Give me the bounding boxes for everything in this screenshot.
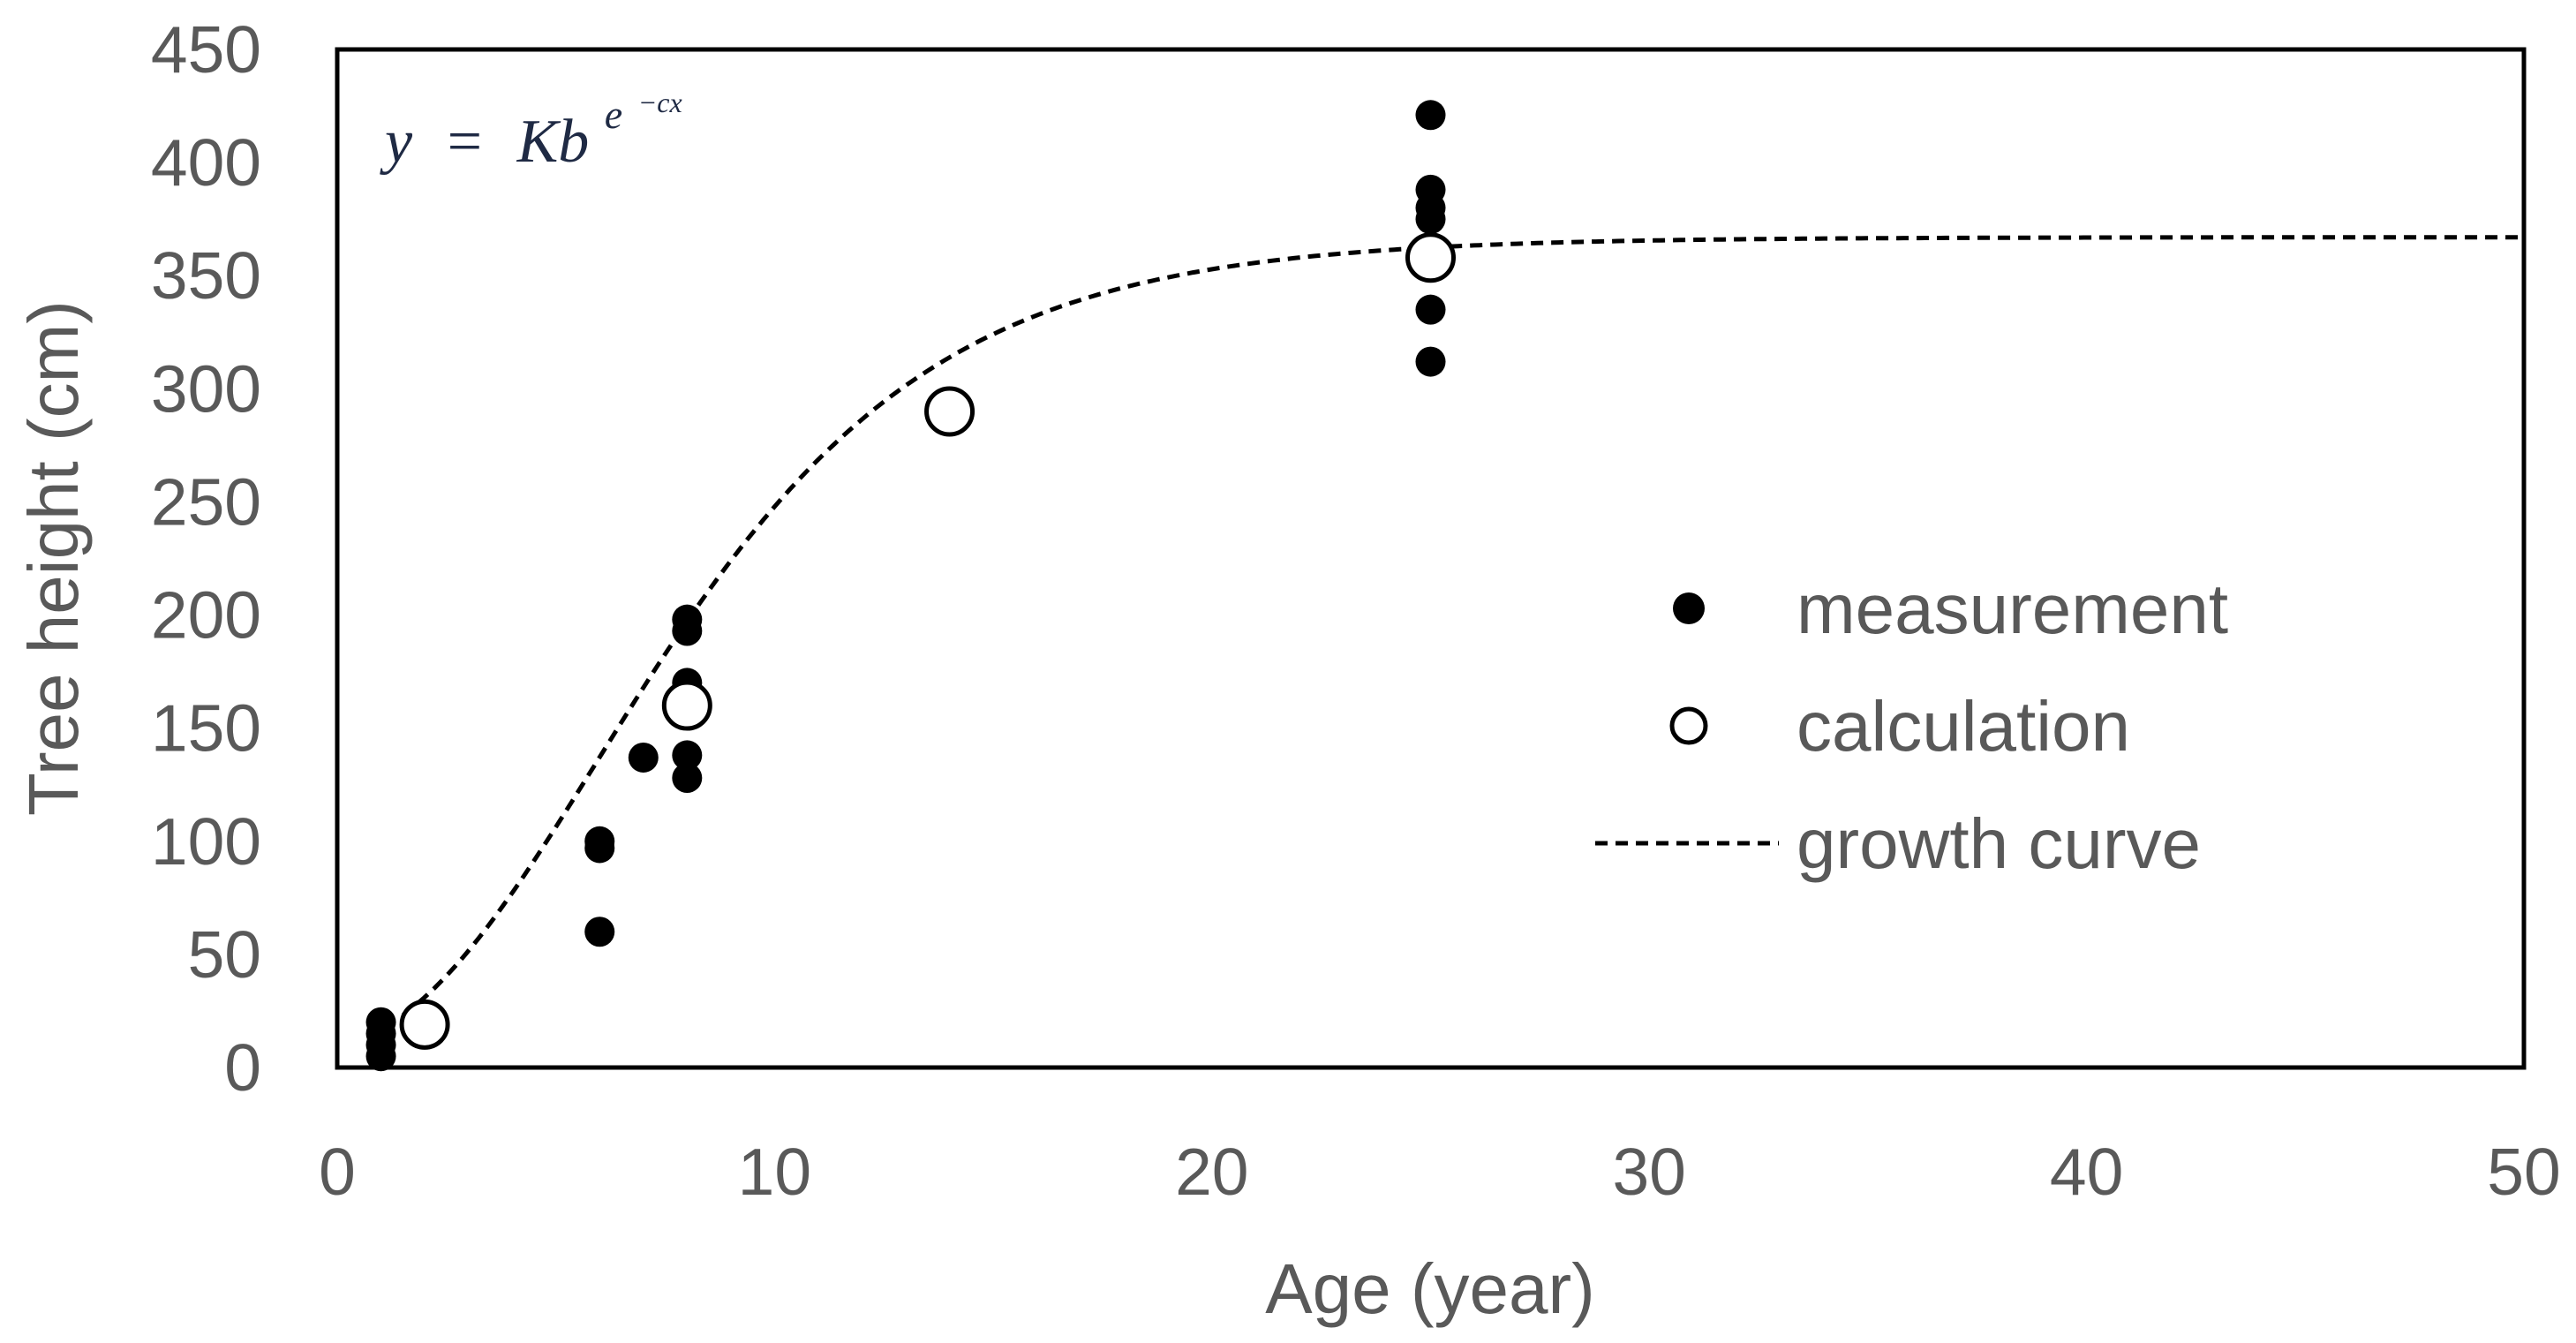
legend-measurement-label: measurement [1796, 570, 2228, 648]
measurement-point [365, 1007, 396, 1037]
y-tick-label: 0 [224, 1030, 261, 1105]
measurement-point [628, 742, 659, 773]
x-tick-label: 40 [2050, 1135, 2123, 1209]
x-axis-title: Age (year) [1265, 1249, 1594, 1328]
y-tick-label: 50 [188, 917, 261, 992]
equation-exponent: e [605, 92, 622, 137]
y-tick-label: 450 [151, 12, 261, 87]
x-tick-label: 30 [1612, 1135, 1685, 1209]
y-axis-title: Tree height (cm) [14, 300, 93, 816]
measurement-point [1415, 346, 1446, 377]
measurement-point [672, 763, 703, 794]
x-tick-label: 10 [738, 1135, 811, 1209]
legend-calculation-marker [1669, 706, 1708, 745]
equation-label: y = Kb e −cx [380, 74, 682, 176]
growth-curve-line [401, 235, 2524, 1018]
measurement-point [1415, 174, 1446, 205]
x-tick-label: 50 [2487, 1135, 2560, 1209]
measurement-point [584, 826, 615, 856]
y-tick-label: 300 [151, 351, 261, 426]
equation-superscript: −cx [638, 87, 682, 118]
y-tick-label: 150 [151, 691, 261, 766]
equation-base: Kb [516, 108, 590, 176]
x-tick-label: 0 [319, 1135, 356, 1209]
measurement-point [1415, 100, 1446, 131]
legend-calculation-label: calculation [1796, 687, 2130, 766]
measurement-point [672, 740, 703, 771]
legend: measurement calculation growth curve [1595, 570, 2228, 883]
equation-lhs: y [380, 108, 413, 176]
legend-measurement-marker [1673, 592, 1705, 624]
y-axis-ticks: 0 50 100 150 200 250 300 350 400 450 [151, 12, 261, 1105]
calculation-point [661, 680, 712, 731]
calculation-point [399, 999, 450, 1050]
y-tick-label: 400 [151, 125, 261, 200]
calculation-series [399, 232, 1456, 1050]
calculation-point [924, 386, 975, 437]
x-axis-ticks: 0 10 20 30 40 50 [319, 1135, 2561, 1209]
measurement-point [584, 917, 615, 947]
legend-growth-curve-label: growth curve [1796, 804, 2201, 883]
measurement-point [1415, 294, 1446, 325]
calculation-point [1405, 232, 1456, 283]
y-tick-label: 200 [151, 578, 261, 653]
y-tick-label: 250 [151, 464, 261, 539]
y-tick-label: 350 [151, 238, 261, 313]
x-tick-label: 20 [1175, 1135, 1248, 1209]
equation-equals: = [448, 108, 482, 176]
measurement-point [672, 604, 703, 635]
y-tick-label: 100 [151, 804, 261, 879]
